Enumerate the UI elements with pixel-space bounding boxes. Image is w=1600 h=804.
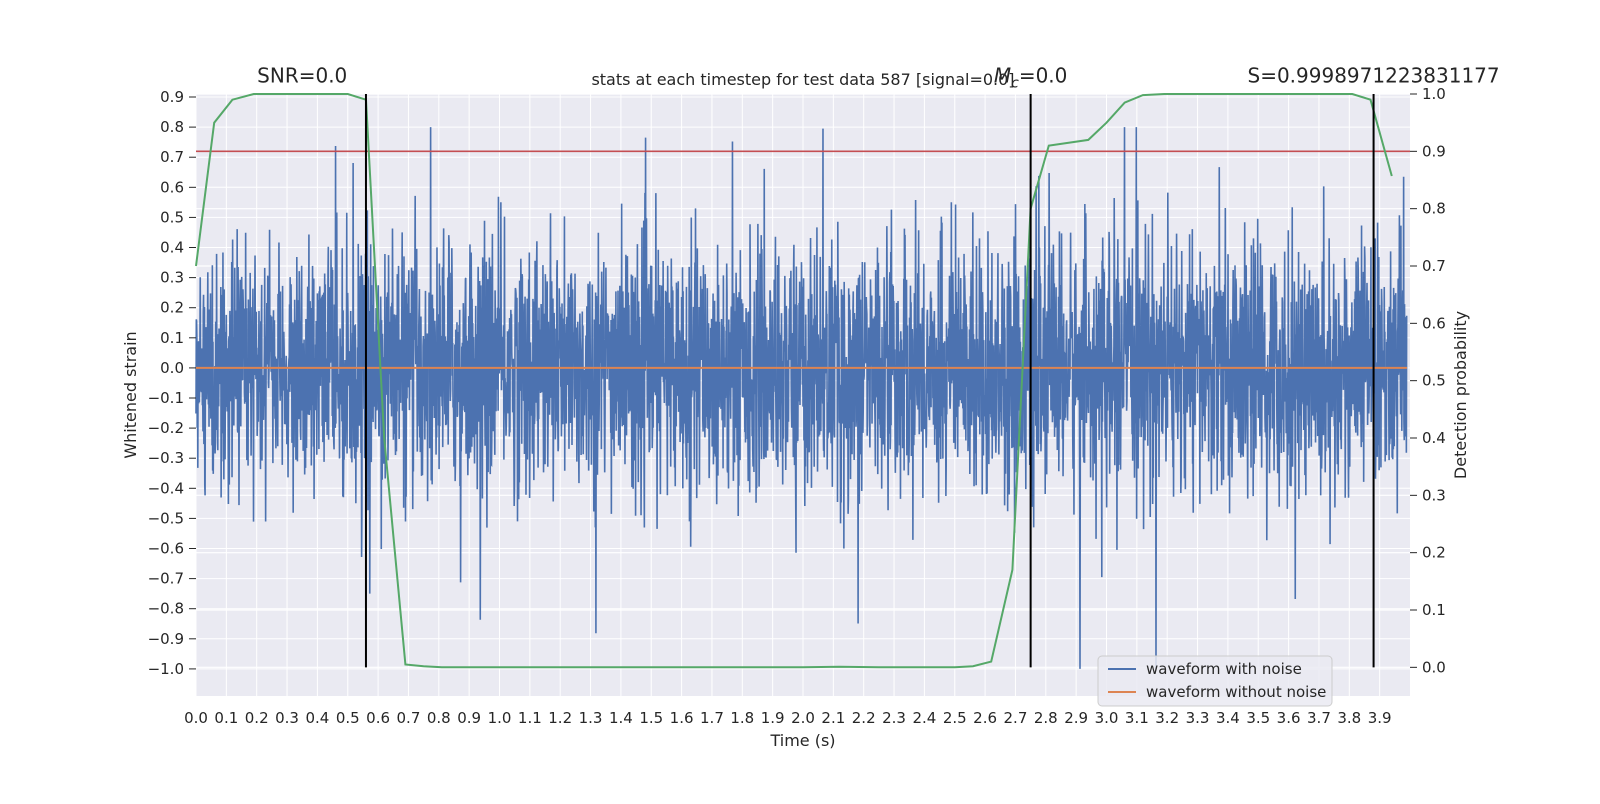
- y2-tick-label: 0.9: [1422, 142, 1446, 160]
- axis-layer: 0.0 0.1 0.2 0.3 0.4 0.5 0.6 0.7 0.8 0.9 1.0 1.1 1.2 1…: [148, 85, 1446, 727]
- x-tick-label: 3.9: [1368, 709, 1392, 727]
- x-tick-label: 3.5: [1246, 709, 1270, 727]
- x-tick-label: 2.6: [973, 709, 997, 727]
- legend-label: waveform with noise: [1146, 660, 1302, 678]
- x-tick-label: 2.4: [912, 709, 936, 727]
- x-tick-label: 2.0: [791, 709, 815, 727]
- y2-tick-label: 0.3: [1422, 486, 1446, 504]
- x-tick-label: 3.3: [1186, 709, 1210, 727]
- y-tick-label: −0.8: [148, 600, 184, 618]
- x-tick-label: 0.4: [305, 709, 329, 727]
- x-tick-label: 1.3: [579, 709, 603, 727]
- x-tick-label: 1.1: [518, 709, 542, 727]
- x-tick-label: 0.3: [275, 709, 299, 727]
- y-tick-label: −0.7: [148, 570, 184, 588]
- x-axis-title: Time (s): [769, 731, 835, 750]
- x-tick-label: 0.2: [245, 709, 269, 727]
- y-tick-label: 0.3: [160, 269, 184, 287]
- y2-tick-label: 0.5: [1422, 372, 1446, 390]
- series-waveform-with-noise: [195, 127, 1408, 669]
- x-tick-label: 0.8: [427, 709, 451, 727]
- x-tick-label: 2.8: [1034, 709, 1058, 727]
- y2-tick-label: 0.2: [1422, 544, 1446, 562]
- y-tick-label: −0.6: [148, 540, 184, 558]
- y-tick-label: 0.7: [160, 148, 184, 166]
- y2-tick-label: 0.0: [1422, 658, 1446, 676]
- y-tick-label: 0.6: [160, 178, 184, 196]
- x-tick-label: 0.1: [214, 709, 238, 727]
- annotation-label: S=0.9998971223831177: [1248, 64, 1500, 88]
- x-tick-label: 3.2: [1155, 709, 1179, 727]
- y-tick-label: 0.5: [160, 208, 184, 226]
- y2-tick-label: 0.7: [1422, 257, 1446, 275]
- y-tick-label: −0.9: [148, 630, 184, 648]
- x-tick-label: 1.6: [670, 709, 694, 727]
- legend-label: waveform without noise: [1146, 683, 1326, 701]
- y-tick-label: −1.0: [148, 660, 184, 678]
- x-tick-label: 1.0: [488, 709, 512, 727]
- x-tick-label: 3.4: [1216, 709, 1240, 727]
- x-tick-label: 0.0: [184, 709, 208, 727]
- x-tick-label: 0.6: [366, 709, 390, 727]
- y-tick-label: 0.8: [160, 118, 184, 136]
- x-tick-label: 1.5: [639, 709, 663, 727]
- x-tick-label: 0.5: [336, 709, 360, 727]
- y-tick-label: 0.2: [160, 299, 184, 317]
- x-tick-label: 1.8: [730, 709, 754, 727]
- y2-tick-label: 0.8: [1422, 200, 1446, 218]
- x-tick-label: 2.7: [1004, 709, 1028, 727]
- x-tick-label: 3.0: [1095, 709, 1119, 727]
- y2-axis-title: Detection probability: [1451, 311, 1470, 479]
- x-tick-label: 2.5: [943, 709, 967, 727]
- y-tick-label: −0.1: [148, 389, 184, 407]
- x-tick-label: 3.7: [1307, 709, 1331, 727]
- y2-tick-label: 0.4: [1422, 429, 1446, 447]
- x-tick-label: 2.1: [821, 709, 845, 727]
- y2-tick-label: 1.0: [1422, 85, 1446, 103]
- y-tick-label: −0.3: [148, 449, 184, 467]
- x-tick-label: 0.9: [457, 709, 481, 727]
- y2-tick-label: 0.6: [1422, 314, 1446, 332]
- overlay-layer: SNR=0.0 Mc=0.0 S=0.9998971223831177: [195, 64, 1500, 669]
- y-tick-label: −0.2: [148, 419, 184, 437]
- x-tick-label: 3.8: [1337, 709, 1361, 727]
- chart-title: stats at each timestep for test data 587…: [591, 70, 1014, 89]
- series-layer: [195, 127, 1408, 669]
- y-tick-label: 0.0: [160, 359, 184, 377]
- y-tick-label: −0.4: [148, 479, 184, 497]
- y-tick-label: 0.1: [160, 329, 184, 347]
- x-tick-label: 3.1: [1125, 709, 1149, 727]
- x-tick-label: 0.7: [397, 709, 421, 727]
- annotation-label: SNR=0.0: [257, 64, 347, 88]
- x-tick-label: 1.4: [609, 709, 633, 727]
- x-tick-label: 1.9: [761, 709, 785, 727]
- annotation-label: Mc=0.0: [994, 64, 1068, 92]
- y-tick-label: 0.4: [160, 239, 184, 257]
- x-tick-label: 3.6: [1277, 709, 1301, 727]
- x-tick-label: 1.2: [548, 709, 572, 727]
- series-detection-probability: [195, 93, 1393, 669]
- y-tick-label: 0.9: [160, 88, 184, 106]
- x-tick-label: 2.2: [852, 709, 876, 727]
- x-tick-label: 2.3: [882, 709, 906, 727]
- y2-tick-label: 0.1: [1422, 601, 1446, 619]
- legend: waveform with noise waveform without nois…: [1097, 655, 1333, 707]
- legend-box: [1097, 655, 1333, 707]
- x-tick-label: 1.7: [700, 709, 724, 727]
- x-tick-label: 2.9: [1064, 709, 1088, 727]
- y-axis-title: Whitened strain: [121, 331, 140, 458]
- y-tick-label: −0.5: [148, 509, 184, 527]
